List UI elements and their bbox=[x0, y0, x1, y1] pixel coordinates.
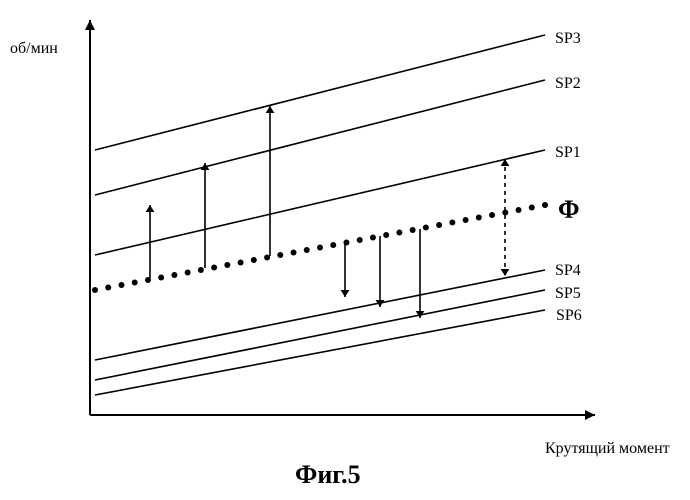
label-sp3: SP3 bbox=[555, 30, 581, 48]
label-sp2: SP2 bbox=[555, 75, 581, 93]
label-sp1: SP1 bbox=[555, 144, 581, 162]
label-sp6: SP6 bbox=[556, 307, 582, 325]
figure-caption: Фиг.5 bbox=[295, 460, 361, 490]
label-sp5: SP5 bbox=[555, 285, 581, 303]
y-axis-label: об/мин bbox=[10, 40, 58, 58]
phi-label: Φ bbox=[558, 195, 580, 225]
chart-svg bbox=[0, 0, 690, 500]
x-axis-label: Крутящий момент bbox=[545, 440, 670, 458]
label-sp4: SP4 bbox=[555, 262, 581, 280]
